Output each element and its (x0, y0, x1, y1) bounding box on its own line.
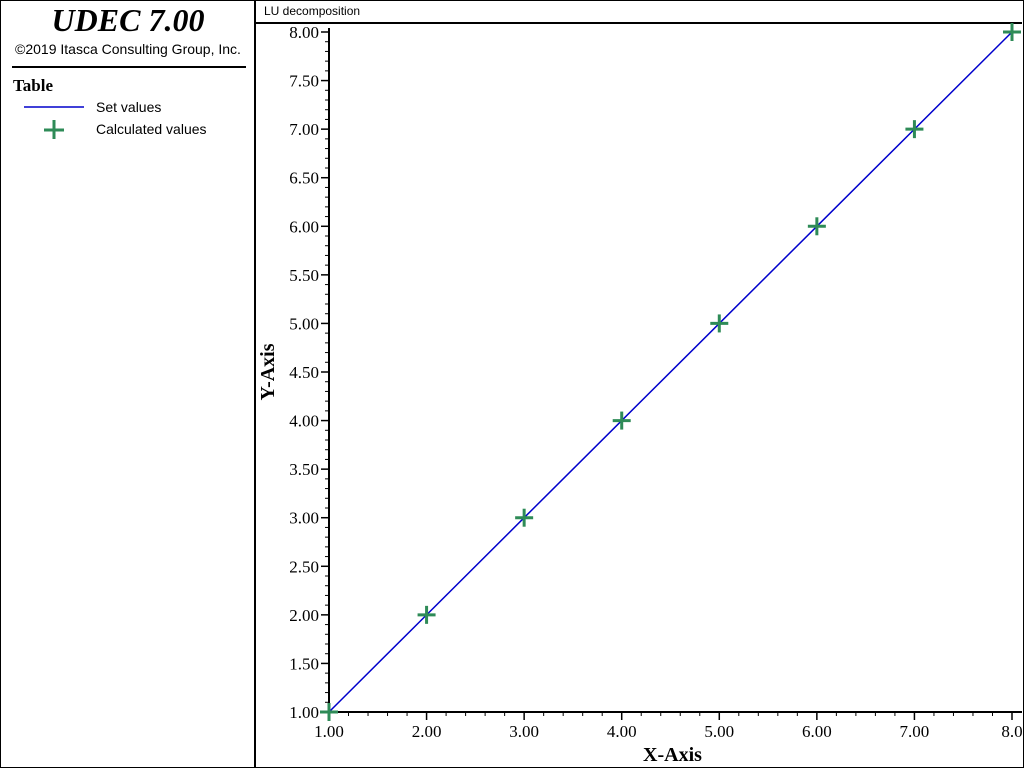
y-tick-label: 6.00 (289, 217, 319, 236)
legend-label-set-values: Set values (96, 99, 162, 115)
legend-item-set-values: Set values (20, 97, 250, 117)
x-tick-label: 4.00 (607, 722, 637, 741)
y-tick-label: 4.50 (289, 363, 319, 382)
plus-marker-icon (44, 120, 64, 139)
calculated-value-point (612, 411, 631, 430)
x-tick-label: 5.00 (704, 722, 734, 741)
calculated-value-point (710, 314, 729, 333)
x-tick-label: 8.0 (1001, 722, 1022, 741)
legend-label-calculated-values: Calculated values (96, 121, 207, 137)
x-axis-label: X-Axis (643, 744, 702, 766)
calculated-value-point (320, 703, 338, 721)
x-tick-label: 6.00 (802, 722, 832, 741)
y-tick-label: 7.00 (289, 120, 319, 139)
legend-sidebar: UDEC 7.00 ©2019 Itasca Consulting Group,… (0, 0, 256, 768)
calculated-value-point (905, 120, 924, 139)
y-tick-label: 5.50 (289, 266, 319, 285)
y-tick-label: 8.00 (289, 23, 319, 42)
set-values-line (328, 31, 1013, 713)
y-tick-label: 2.50 (289, 557, 319, 576)
calculated-value-point (807, 217, 826, 236)
copyright-text: ©2019 Itasca Consulting Group, Inc. (15, 41, 241, 57)
line-swatch-icon (24, 106, 84, 108)
y-axis-label: Y-Axis (257, 343, 279, 400)
x-tick-label: 3.00 (509, 722, 539, 741)
calculated-value-point (515, 508, 534, 527)
x-tick-label: 2.00 (412, 722, 442, 741)
app-title: UDEC 7.00 (51, 2, 205, 38)
y-tick-label: 6.50 (289, 169, 319, 188)
y-tick-label: 2.00 (289, 606, 319, 625)
y-tick-label: 7.50 (289, 72, 319, 91)
y-tick-label: 3.50 (289, 460, 319, 479)
calculated-value-point (417, 605, 436, 624)
y-tick-label: 1.00 (289, 703, 319, 722)
calculated-value-point (1003, 23, 1021, 41)
x-tick-label: 7.00 (900, 722, 930, 741)
x-tick-label: 1.00 (314, 722, 344, 741)
y-tick-label: 3.00 (289, 509, 319, 528)
plot-title: LU decomposition (264, 4, 361, 18)
sidebar-divider (12, 66, 246, 68)
legend-item-calculated-values: Calculated values (20, 119, 250, 139)
y-tick-label: 4.00 (289, 412, 319, 431)
plot-header: LU decomposition (256, 0, 1022, 24)
y-tick-label: 5.00 (289, 314, 319, 333)
legend-title: Table (13, 76, 54, 95)
y-tick-label: 1.50 (289, 654, 319, 673)
